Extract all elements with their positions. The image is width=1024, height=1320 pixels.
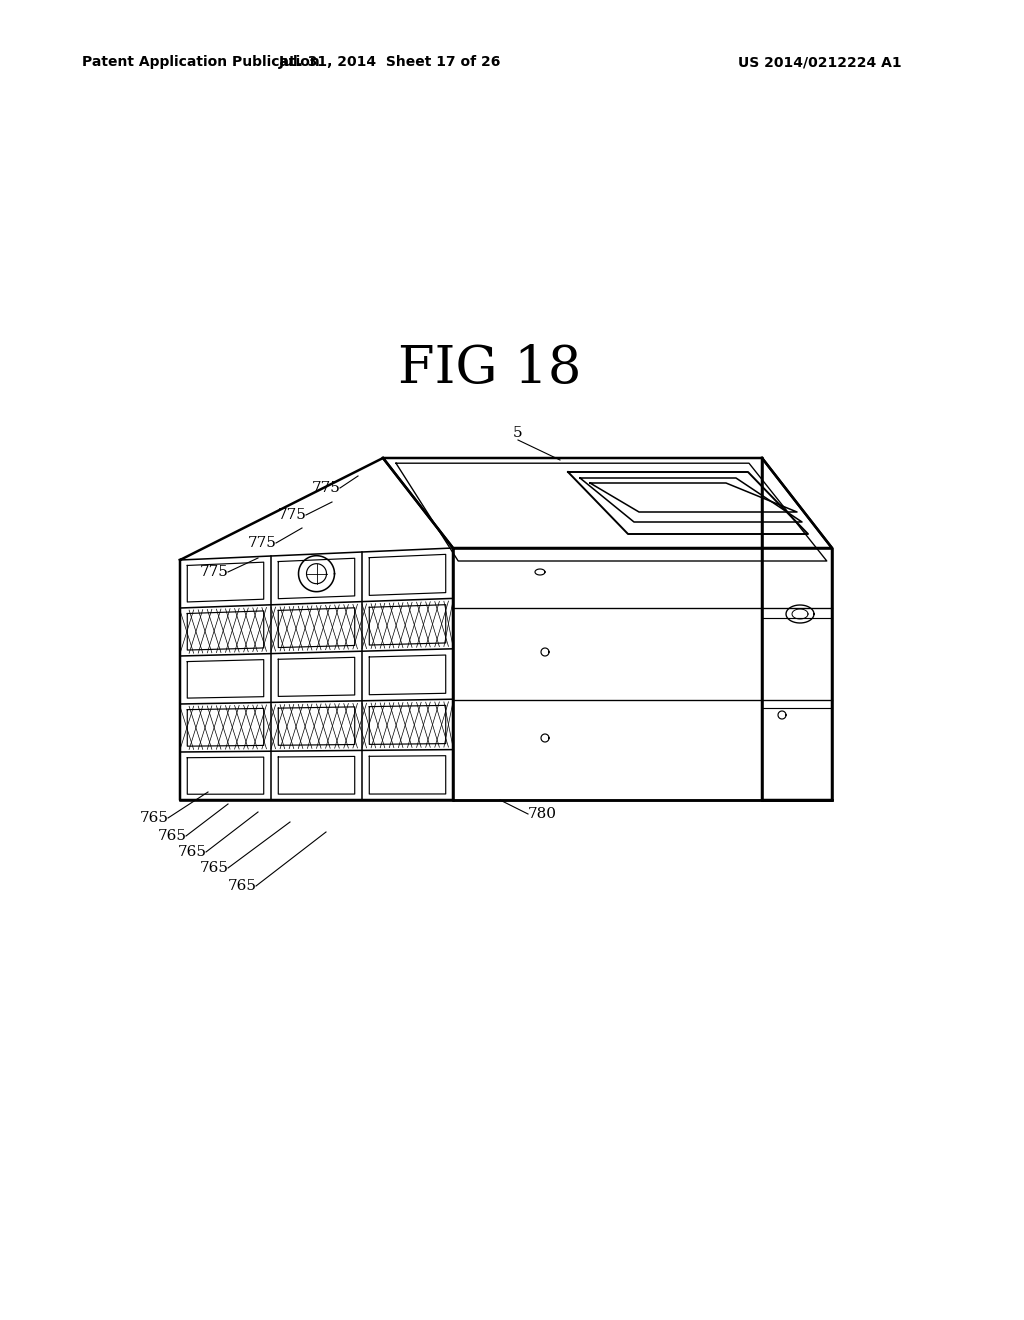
Text: 765: 765: [158, 829, 187, 843]
Text: 775: 775: [248, 536, 276, 550]
Text: Jul. 31, 2014  Sheet 17 of 26: Jul. 31, 2014 Sheet 17 of 26: [279, 55, 501, 69]
Text: 780: 780: [528, 807, 557, 821]
Text: FIG 18: FIG 18: [398, 342, 582, 393]
Text: 775: 775: [278, 508, 307, 521]
Text: 765: 765: [178, 845, 207, 859]
Text: 765: 765: [200, 861, 229, 875]
Text: Patent Application Publication: Patent Application Publication: [82, 55, 319, 69]
Text: US 2014/0212224 A1: US 2014/0212224 A1: [738, 55, 902, 69]
Text: 765: 765: [140, 810, 169, 825]
Text: 765: 765: [228, 879, 257, 894]
Text: 5: 5: [513, 426, 523, 440]
Text: 775: 775: [312, 480, 341, 495]
Text: 775: 775: [200, 565, 229, 579]
